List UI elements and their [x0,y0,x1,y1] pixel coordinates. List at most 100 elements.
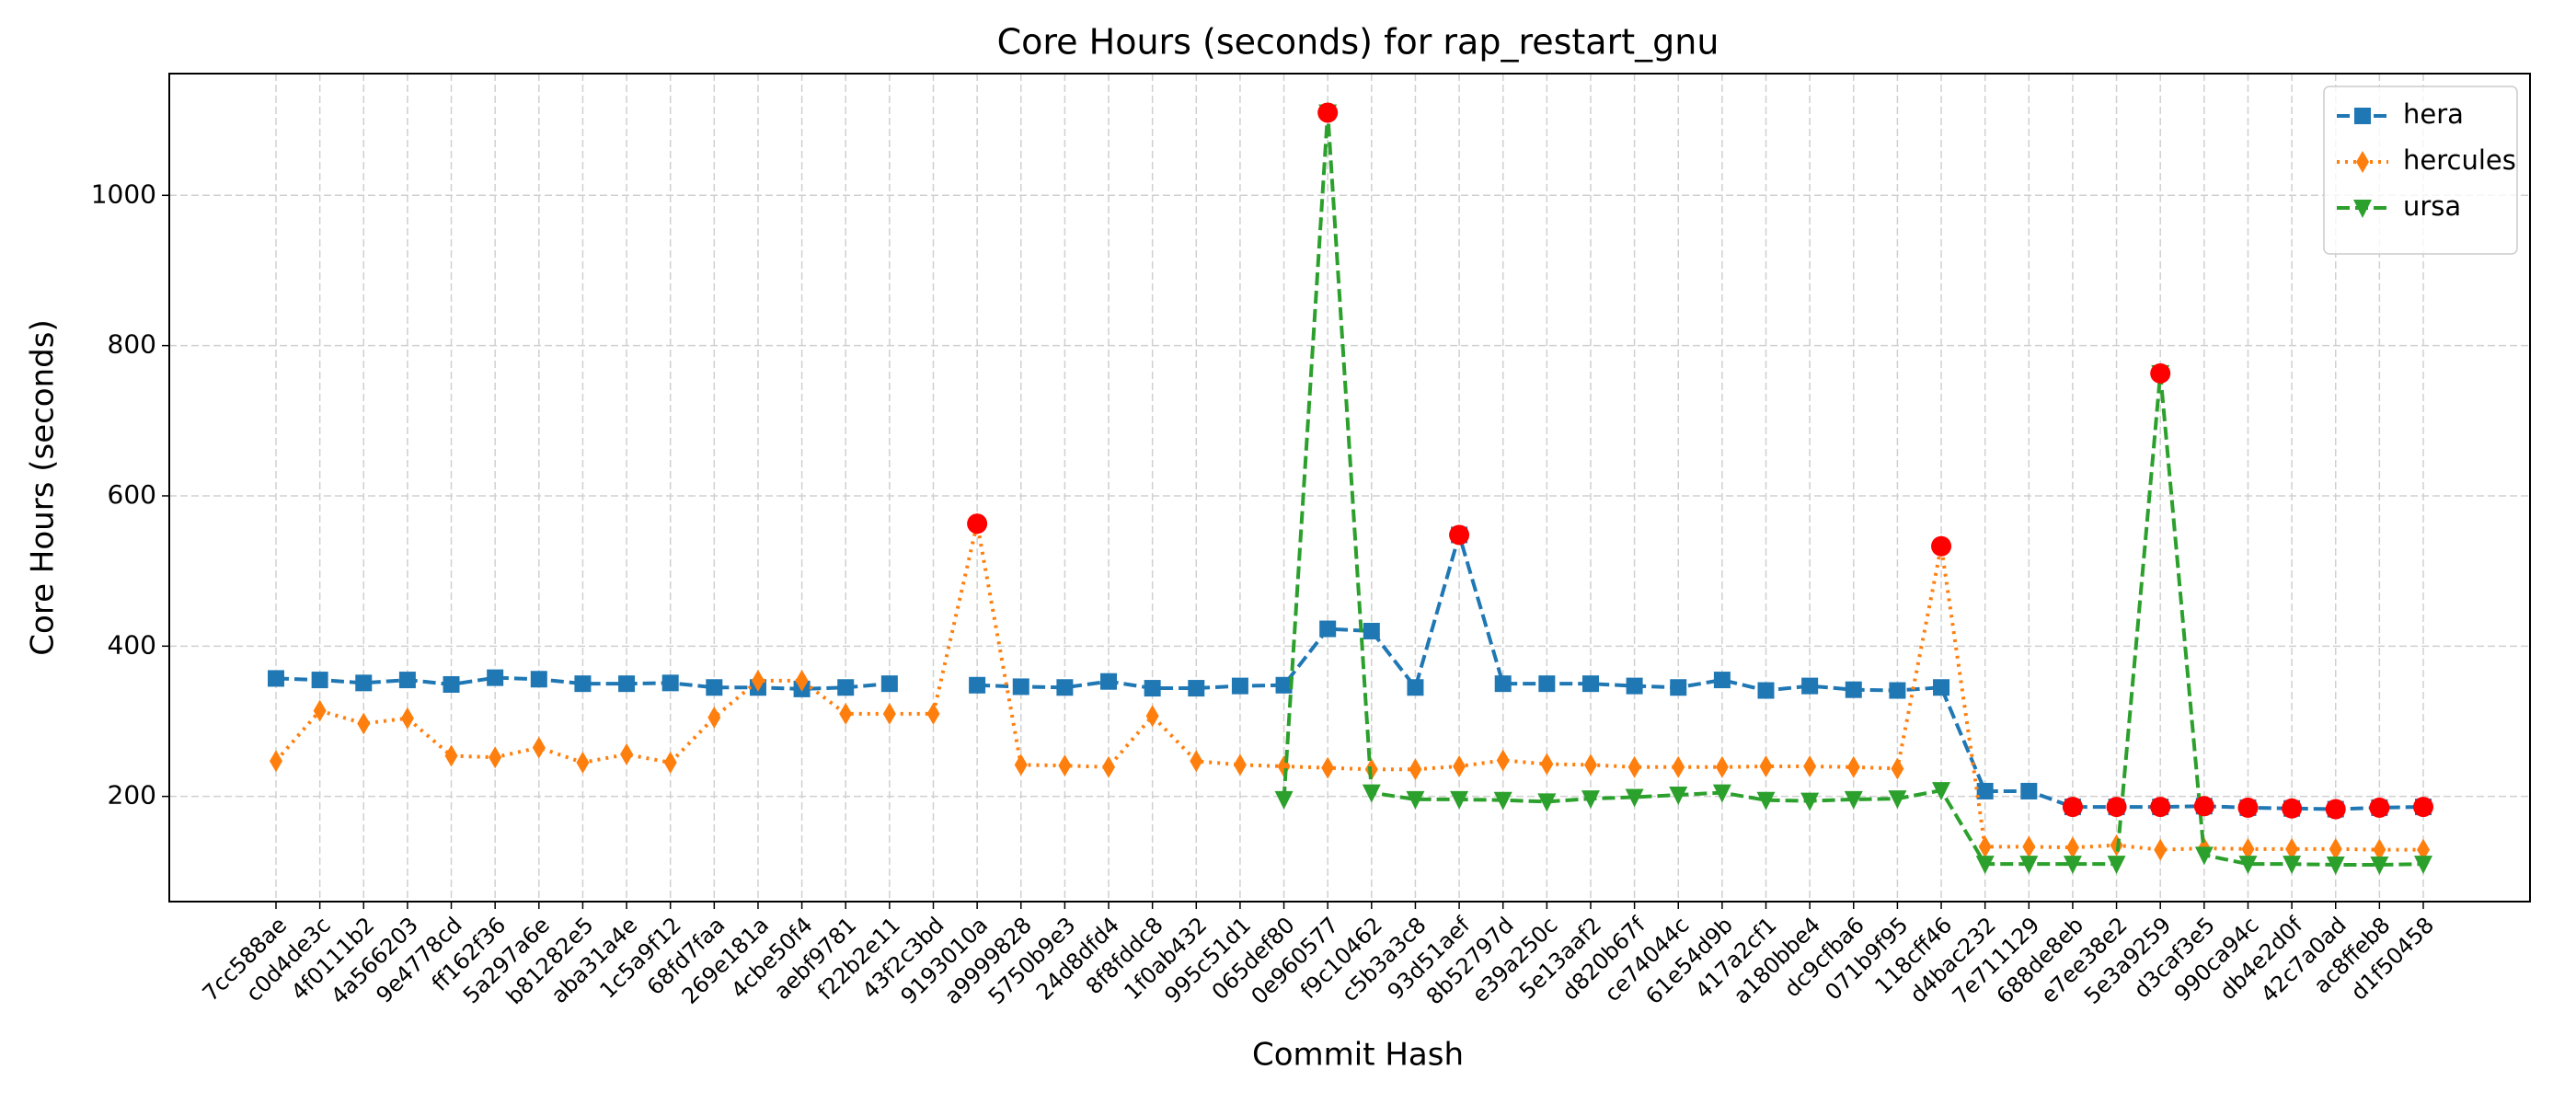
highlight-point [2237,797,2259,818]
marker [2238,856,2258,875]
marker [1363,622,1380,639]
marker [1888,790,1907,810]
marker [1581,790,1600,810]
legend-label: hercules [2403,144,2516,176]
highlight-point [967,513,988,535]
marker [707,706,721,729]
marker [1100,673,1118,690]
marker [357,712,371,735]
marker [1581,675,1599,693]
marker [1669,787,1688,806]
y-tick-label: 200 [108,780,156,811]
marker [1672,755,1685,778]
marker [1626,677,1643,695]
marker [2194,846,2214,866]
marker [1144,680,1161,697]
marker [1803,754,1817,777]
legend-label: hera [2403,98,2464,130]
marker [1670,679,1687,696]
marker [1233,753,1247,776]
marker [1496,749,1510,772]
marker [2356,151,2369,173]
marker [1407,679,1424,696]
marker [355,674,373,692]
marker [313,699,327,722]
marker [1275,676,1293,694]
marker [1453,754,1466,777]
marker [618,675,636,693]
marker [398,672,416,689]
x-axis-label: Commit Hash [1252,1037,1464,1074]
marker [620,742,634,765]
plot-frame [168,73,2531,903]
marker [487,669,504,686]
marker [1014,753,1028,776]
marker [576,751,590,774]
highlight-point [2106,797,2127,818]
marker [1891,757,1904,780]
series-line [274,523,2423,852]
marker [2354,108,2371,124]
marker [795,669,809,692]
marker [880,675,898,693]
highlight-point [1317,102,1339,123]
highlight-point [2150,797,2171,818]
marker [2241,837,2255,860]
marker [1409,758,1422,781]
marker [1493,791,1512,811]
marker [489,746,502,769]
marker [1583,753,1597,776]
marker [2019,856,2039,875]
marker [1274,790,1294,810]
marker [2063,856,2082,875]
marker [2065,836,2079,859]
legend: hera hercules ursa [2323,86,2518,255]
marker [969,676,986,694]
marker [2414,856,2432,875]
highlight-point [2413,797,2433,818]
marker [839,702,853,725]
marker [1625,788,1644,808]
highlight-point [2325,799,2346,820]
marker [1188,680,1205,697]
y-tick-label: 600 [108,479,156,510]
marker [1889,682,1906,699]
marker [1846,755,1860,778]
highlight-point [2062,797,2083,818]
marker [270,750,282,773]
marker [574,675,592,693]
marker [1978,835,1992,858]
marker [530,671,547,688]
marker [1450,790,1469,810]
marker [1715,755,1729,778]
y-tick-label: 800 [108,329,156,360]
marker [1713,672,1731,689]
y-axis-label: Core Hours (seconds) [25,319,62,655]
marker [400,707,414,730]
marker [2326,856,2345,875]
marker [706,679,723,696]
legend-box [2323,86,2518,255]
marker [1712,784,1731,803]
marker [2022,835,2036,858]
marker [2285,837,2299,860]
marker [1844,790,1863,810]
marker [1756,791,1776,811]
marker [1759,754,1773,777]
y-tick-label: 1000 [91,178,156,209]
marker [443,675,460,693]
marker [268,670,284,687]
series-line [275,528,2424,811]
marker [1538,675,1556,693]
marker [2020,782,2038,799]
marker [1627,755,1641,778]
marker [1319,620,1337,638]
marker [2373,838,2386,861]
marker [1540,753,1554,776]
marker [1012,678,1029,696]
marker [1321,756,1335,779]
marker [1845,681,1862,698]
marker [1406,790,1425,810]
